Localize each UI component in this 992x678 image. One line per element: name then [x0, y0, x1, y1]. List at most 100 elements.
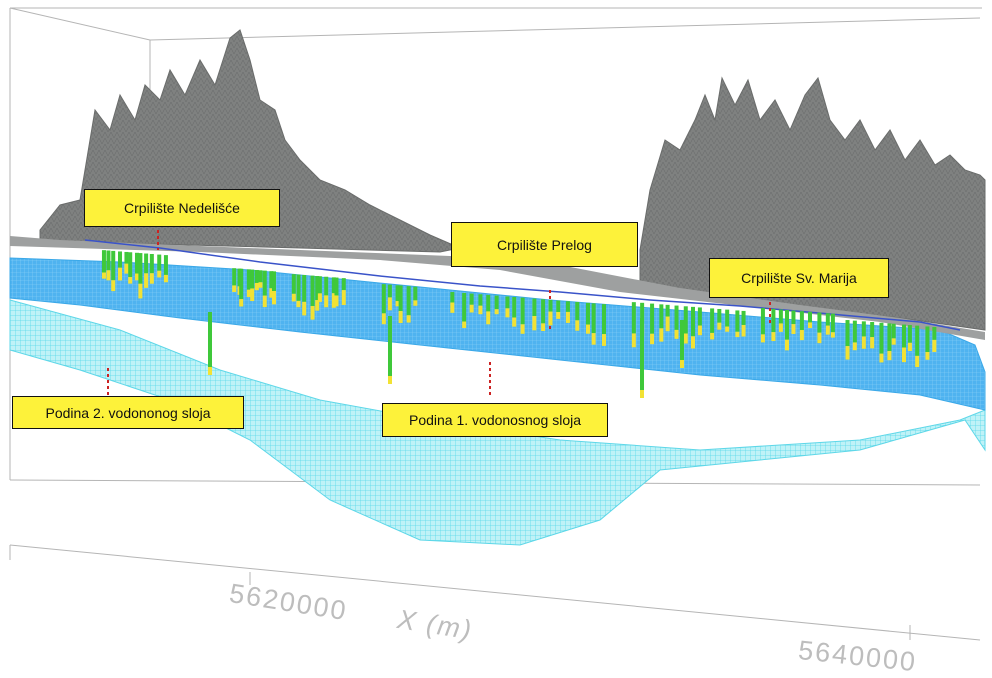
- well-screen: [111, 250, 116, 281]
- well-screen: [640, 302, 645, 324]
- well-screen: [799, 311, 804, 331]
- well-screen: [541, 299, 546, 324]
- well-screen: [631, 302, 636, 334]
- well-screen: [413, 286, 418, 301]
- well-screen: [262, 295, 267, 308]
- well-screen: [387, 284, 392, 298]
- well-screen: [296, 274, 301, 301]
- deep-well-tip: [208, 367, 212, 375]
- well-screen: [585, 324, 590, 334]
- well-screen: [258, 270, 263, 283]
- well-screen: [118, 267, 123, 281]
- well-screen: [659, 304, 664, 329]
- deep-well: [208, 312, 212, 367]
- well-screen: [791, 310, 796, 325]
- well-screen: [575, 320, 580, 331]
- well-screen: [861, 321, 866, 337]
- well-screen: [250, 269, 255, 289]
- well-screen: [341, 278, 346, 291]
- label-crpiliste-sv-marija: Crpilište Sv. Marija: [709, 258, 889, 298]
- well-screen: [271, 291, 276, 305]
- well-screen: [269, 288, 274, 298]
- well-screen: [254, 282, 259, 291]
- well-screen: [691, 336, 696, 349]
- well-screen: [478, 294, 483, 306]
- well-screen: [785, 310, 790, 340]
- deep-well-tip: [680, 360, 684, 368]
- well-screen: [387, 297, 392, 311]
- well-screen: [144, 253, 149, 274]
- well-screen: [101, 250, 106, 273]
- well-screen: [486, 311, 491, 325]
- well-screen: [469, 304, 474, 313]
- well-screen: [149, 253, 154, 274]
- well-screen: [870, 337, 875, 349]
- well-screen: [879, 322, 884, 354]
- well-screen: [406, 286, 411, 316]
- well-screen: [111, 280, 116, 292]
- well-screen: [778, 323, 783, 332]
- well-screen: [101, 272, 106, 279]
- well-screen: [106, 270, 111, 281]
- well-screen: [163, 274, 168, 283]
- deep-well: [640, 318, 644, 390]
- well-screen: [138, 253, 143, 284]
- well-screen: [691, 306, 696, 337]
- well-screen: [674, 329, 679, 339]
- well-screen: [771, 332, 776, 342]
- well-screen: [532, 316, 537, 331]
- well-screen: [334, 277, 339, 296]
- well-screen: [771, 308, 776, 333]
- well-screen: [901, 324, 906, 348]
- well-screen: [575, 302, 580, 321]
- well-screen: [665, 316, 670, 332]
- well-screen: [250, 288, 255, 302]
- well-screen: [324, 276, 329, 296]
- well-screen: [269, 271, 274, 289]
- well-screen: [791, 324, 796, 334]
- label-crpiliste-prelog: Crpilište Prelog: [451, 222, 638, 267]
- well-screen: [124, 251, 129, 264]
- well-screen: [398, 311, 403, 324]
- well-screen: [891, 323, 896, 339]
- well-screen: [239, 268, 244, 300]
- well-screen: [785, 339, 790, 351]
- well-screen: [710, 332, 715, 340]
- well-screen: [852, 342, 857, 351]
- well-screen: [807, 322, 812, 329]
- well-screen: [901, 347, 906, 363]
- well-screen: [246, 269, 251, 290]
- well-screen: [861, 336, 866, 349]
- river-line: [84, 239, 961, 331]
- well-screen: [271, 271, 276, 292]
- well-screen: [532, 298, 537, 317]
- well-screen: [505, 296, 510, 309]
- well-screen: [556, 312, 561, 319]
- well-screen: [807, 311, 812, 323]
- well-screen: [735, 331, 740, 338]
- well-screen: [915, 355, 920, 368]
- well-screen: [891, 338, 896, 345]
- well-screen: [157, 270, 162, 278]
- well-screen: [830, 332, 835, 338]
- well-screen: [760, 334, 765, 343]
- well-screen: [697, 325, 702, 336]
- well-screen: [659, 328, 664, 342]
- well-screen: [887, 351, 892, 361]
- well-screen: [262, 270, 267, 296]
- well-screen: [601, 334, 606, 346]
- well-screen: [852, 320, 857, 343]
- well-screen: [310, 306, 315, 320]
- well-screen: [106, 250, 111, 271]
- deep-well-tip: [388, 376, 392, 384]
- well-screen: [735, 310, 740, 332]
- well-screen: [317, 293, 322, 302]
- terrain-strip: [10, 236, 985, 340]
- well-screen: [232, 268, 237, 286]
- well-screen: [341, 290, 346, 306]
- well-screen: [124, 263, 129, 274]
- label-podina-1: Podina 1. vodonosnog sloja: [382, 403, 608, 437]
- well-screen: [591, 333, 596, 345]
- well-screen: [395, 301, 400, 307]
- well-screen: [254, 269, 259, 283]
